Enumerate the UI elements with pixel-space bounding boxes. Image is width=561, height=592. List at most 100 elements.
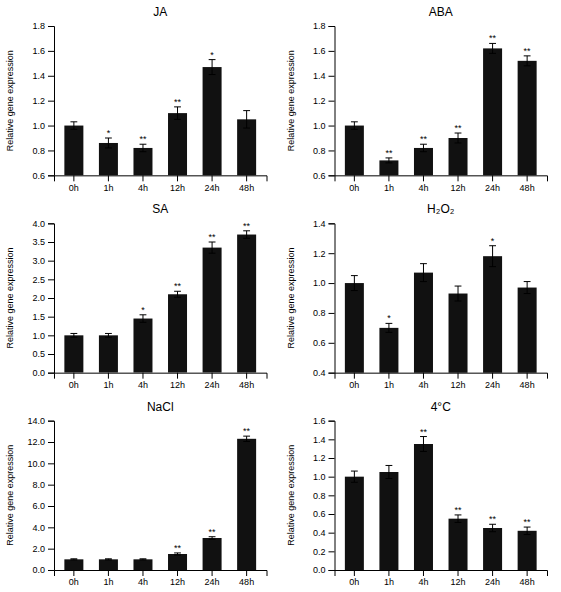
tick-label: 1h [384, 577, 394, 587]
tick-label: 0.0 [313, 565, 326, 575]
tick-mark [48, 317, 54, 318]
error-bar [386, 158, 393, 163]
tick-label: 0h [349, 183, 359, 193]
panel-title: SA [152, 202, 168, 216]
bar [379, 472, 398, 570]
tick-mark [212, 373, 213, 379]
error-bar [140, 315, 147, 322]
y-tick: 1.6 [32, 46, 54, 56]
x-axis: 0h1h4h12h24h48h [335, 570, 548, 587]
x-tick: 0h [69, 175, 79, 192]
error-bar [140, 144, 147, 151]
x-tick: 48h [520, 175, 535, 192]
bar [483, 528, 502, 570]
tick-label: 12h [170, 577, 185, 587]
error-bar [489, 43, 496, 53]
y-tick: 0.8 [313, 308, 335, 318]
tick-mark [73, 373, 74, 379]
bar [64, 126, 83, 176]
tick-label: 1.2 [313, 249, 326, 259]
tick-mark [329, 283, 335, 284]
tick-mark [527, 570, 528, 576]
x-tick: 0h [349, 373, 359, 390]
error-bar [243, 231, 250, 238]
tick-label: 48h [239, 577, 254, 587]
x-tick: 1h [103, 373, 113, 390]
tick-label: 12h [451, 577, 466, 587]
plot-area: *******0.00.51.01.52.02.53.03.54.00h1h4h… [32, 219, 267, 390]
tick-label: 12h [451, 183, 466, 193]
bar [483, 48, 502, 175]
x-tick: 0h [69, 570, 79, 587]
x-tick: 48h [239, 175, 254, 192]
x-tick: 4h [138, 175, 148, 192]
y-tick: 2.0 [32, 544, 54, 554]
bar [345, 126, 364, 176]
error-bar [70, 122, 77, 129]
bar [483, 256, 502, 372]
tick-label: 1.8 [313, 21, 326, 31]
plot-area: ********0.00.20.40.60.81.01.21.41.60h1h4… [313, 416, 548, 587]
y-tick: 0.6 [313, 171, 335, 181]
tick-label: 0.0 [32, 565, 45, 575]
error-bar [243, 436, 250, 441]
y-axis-title: Relative gene expression [286, 50, 296, 151]
tick-label: 1.4 [313, 435, 326, 445]
tick-mark [48, 26, 54, 27]
tick-mark [354, 373, 355, 379]
tick-label: 1.2 [313, 453, 326, 463]
y-tick: 0.0 [32, 368, 54, 378]
significance-marker: ** [455, 123, 463, 133]
plot-area: ******0.02.04.06.08.010.012.014.00h1h4h1… [27, 416, 267, 587]
tick-mark [329, 421, 335, 422]
error-bar [105, 138, 112, 148]
y-axis-title: Relative gene expression [5, 50, 15, 151]
tick-mark [329, 373, 335, 374]
y-tick: 1.8 [313, 21, 335, 31]
tick-mark [73, 175, 74, 181]
tick-label: 1h [103, 577, 113, 587]
x-tick: 12h [170, 373, 185, 390]
tick-label: 12h [451, 380, 466, 390]
tick-mark [329, 495, 335, 496]
tick-mark [354, 570, 355, 576]
tick-mark [388, 373, 389, 379]
significance-marker: ** [524, 517, 532, 527]
x-tick: 24h [205, 373, 220, 390]
y-axis-title: Relative gene expression [286, 445, 296, 546]
error-bar [489, 246, 496, 267]
x-tick: 4h [138, 373, 148, 390]
x-tick: 12h [451, 373, 466, 390]
x-tick: 4h [418, 570, 428, 587]
error-bar [524, 56, 531, 66]
x-tick: 12h [170, 570, 185, 587]
bar [449, 138, 468, 175]
tick-label: 4h [138, 183, 148, 193]
tick-mark [142, 373, 143, 379]
significance-marker: ** [243, 426, 251, 436]
axis-line [329, 224, 336, 373]
error-bar [386, 465, 393, 478]
tick-label: 24h [205, 183, 220, 193]
y-tick: 1.4 [313, 71, 335, 81]
panel: NaClRelative gene expression******0.02.0… [5, 400, 267, 588]
tick-label: 1.5 [32, 312, 45, 322]
y-tick: 0.8 [313, 491, 335, 501]
bar [133, 559, 152, 570]
significance-marker: * [107, 128, 111, 138]
bar [99, 335, 118, 372]
tick-mark [48, 506, 54, 507]
tick-mark [48, 463, 54, 464]
panel-title: 4°C [431, 400, 451, 414]
marks [345, 437, 537, 570]
tick-label: 1.0 [32, 331, 45, 341]
y-tick: 8.0 [32, 480, 54, 490]
tick-label: 4h [418, 577, 428, 587]
significance-marker: ** [209, 232, 217, 242]
tick-label: 1.4 [313, 219, 326, 229]
y-axis: 0.00.51.01.52.02.53.03.54.0 [32, 219, 54, 378]
tick-mark [177, 570, 178, 576]
tick-mark [329, 76, 335, 77]
error-bar [70, 333, 77, 337]
tick-mark [48, 485, 54, 486]
